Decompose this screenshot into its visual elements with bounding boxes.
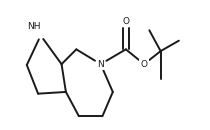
Text: N: N xyxy=(97,60,104,69)
Text: NH: NH xyxy=(27,22,41,31)
Text: O: O xyxy=(141,60,148,69)
Text: O: O xyxy=(122,17,129,26)
